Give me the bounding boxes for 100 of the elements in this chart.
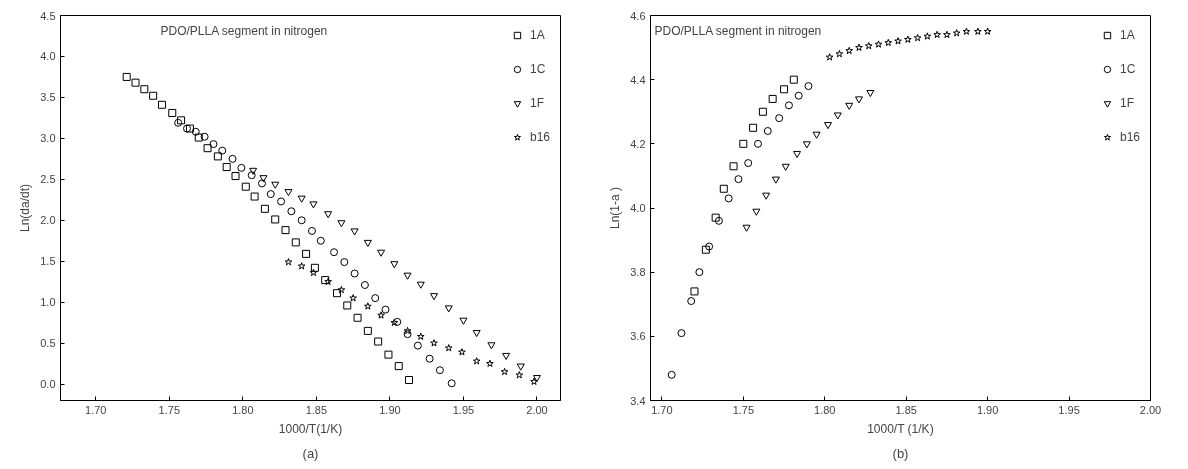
y-tick-label: 3.4 — [630, 394, 646, 407]
point — [337, 285, 346, 294]
point — [297, 216, 306, 225]
legend-label: 1F — [1119, 96, 1135, 110]
point — [812, 131, 821, 139]
x-tick-label: 1.80 — [814, 403, 836, 416]
point — [884, 38, 893, 47]
point — [241, 182, 250, 191]
legend-label: 1A — [529, 28, 546, 42]
point — [182, 124, 191, 133]
point — [403, 326, 412, 335]
x-tick-label: 1.90 — [379, 403, 401, 416]
point — [343, 301, 352, 310]
y-tick-label: 2.5 — [40, 173, 56, 186]
point — [459, 317, 468, 325]
point — [835, 50, 844, 58]
y-tick-label: 3.0 — [40, 132, 56, 145]
x-tick-label: 1.95 — [452, 403, 475, 416]
point — [393, 317, 402, 326]
point — [321, 276, 330, 285]
point — [458, 348, 466, 356]
point — [337, 220, 346, 228]
point — [381, 305, 390, 314]
point — [532, 375, 541, 383]
y-tick-label: 0.0 — [40, 378, 56, 391]
point — [744, 159, 753, 168]
point — [701, 245, 710, 254]
point — [444, 344, 453, 352]
point — [749, 123, 758, 132]
point — [752, 208, 761, 216]
point — [237, 163, 246, 172]
point — [350, 269, 359, 278]
y-tick-label: 3.5 — [40, 91, 56, 104]
legend-label: b16 — [529, 130, 550, 144]
point — [804, 82, 813, 91]
point — [974, 27, 982, 35]
point — [168, 108, 177, 117]
point — [332, 289, 341, 298]
point — [833, 112, 842, 120]
point — [350, 228, 359, 236]
point — [177, 116, 186, 125]
point — [687, 297, 696, 306]
point — [284, 258, 293, 266]
point — [377, 249, 386, 257]
point — [271, 215, 280, 224]
point — [486, 359, 494, 367]
text: (b) — [892, 445, 909, 461]
y-tick-label: 4.5 — [40, 9, 56, 22]
point — [952, 29, 961, 37]
point — [416, 332, 425, 340]
x-tick-label: 1.70 — [85, 403, 107, 416]
y-tick-label: 4.2 — [630, 137, 646, 150]
point — [667, 370, 676, 379]
y-tick-label: 2.0 — [40, 214, 56, 227]
point — [435, 366, 444, 375]
point — [771, 176, 780, 184]
point — [734, 175, 743, 184]
point — [753, 139, 762, 148]
point — [824, 122, 833, 130]
point — [191, 127, 200, 136]
point — [324, 277, 332, 286]
legend-label: 1C — [1119, 62, 1137, 76]
point — [231, 172, 240, 181]
point — [789, 75, 798, 84]
point — [866, 89, 875, 98]
legend-label: 1C — [529, 62, 547, 76]
y-tick-label: 4.4 — [630, 73, 646, 86]
y-tick-label: 3.6 — [630, 330, 646, 343]
point — [724, 194, 733, 203]
point — [360, 281, 369, 289]
point — [864, 41, 873, 50]
point — [943, 30, 951, 39]
point — [194, 133, 203, 142]
point — [894, 37, 902, 45]
point — [983, 27, 992, 35]
point — [384, 350, 393, 359]
y-tick-label: 4.6 — [630, 9, 646, 22]
point — [403, 330, 412, 339]
x-axis-title: 1000/T(1/K) — [278, 421, 343, 436]
point — [222, 163, 231, 172]
y-tick-label: 4.0 — [630, 202, 646, 214]
point — [430, 293, 439, 301]
point — [249, 167, 258, 175]
y-tick-label: 1.0 — [40, 296, 56, 309]
point — [739, 139, 748, 148]
point — [487, 342, 496, 350]
annotation: PDO/PLLA segment in nitrogen — [654, 23, 822, 38]
point — [854, 96, 863, 104]
annotation: PDO/PLLA segment in nitrogen — [160, 23, 328, 38]
point — [729, 162, 738, 171]
point — [793, 150, 802, 158]
point — [394, 362, 403, 371]
point — [277, 197, 286, 206]
point — [677, 329, 686, 338]
x-axis-title: 1000/T (1/K) — [867, 421, 934, 436]
point — [149, 91, 158, 100]
point — [904, 35, 912, 43]
x-tick-label: 1.95 — [1058, 403, 1080, 416]
x-tick-label: 2.00 — [526, 403, 548, 416]
y-axis-title: Ln(1-a ) — [608, 186, 623, 230]
